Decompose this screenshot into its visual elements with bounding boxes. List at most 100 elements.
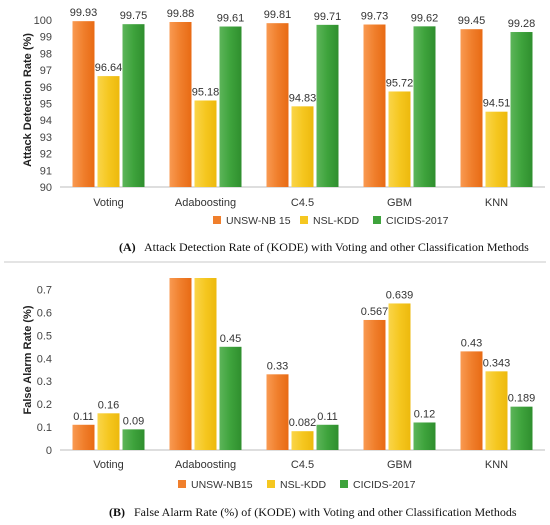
y-tick-label: 91 — [40, 165, 52, 177]
bar-knn-nsl-kdd — [485, 371, 508, 450]
y-tick-label: 96 — [40, 82, 52, 94]
x-category-label: GBM — [387, 197, 412, 209]
y-tick-label: 0.4 — [37, 353, 52, 365]
caption-text: False Alarm Rate (%) of (KODE) with Voti… — [134, 505, 517, 519]
bar-knn-cicids-2017 — [510, 32, 533, 187]
y-axis-ticks: 0 0.1 0.2 0.3 0.4 0.5 0.6 0.7 — [37, 284, 52, 457]
legend-label-unsw-nb15: UNSW-NB15 — [191, 479, 253, 491]
legend-label-cicids-2017: CICIDS-2017 — [386, 215, 449, 227]
bar-adaboosting-nsl-kdd — [194, 100, 217, 187]
bar-gbm-unsw-nb-15 — [363, 24, 386, 187]
y-axis-label: Attack Detection Rate (%) — [22, 33, 34, 167]
data-label: 99.45 — [458, 15, 486, 27]
x-category-label: Voting — [93, 459, 124, 471]
bar-adaboosting-cicids-2017 — [219, 346, 242, 450]
caption-prefix: (B) — [109, 505, 125, 519]
bar-knn-unsw-nb15 — [460, 351, 483, 450]
data-label: 99.75 — [120, 10, 148, 22]
data-label: 0.639 — [386, 289, 414, 301]
bar-c4-5-unsw-nb15 — [266, 374, 289, 450]
data-label: 95.18 — [192, 86, 220, 98]
x-category-label: Voting — [93, 197, 124, 209]
x-category-label: C4.5 — [291, 197, 314, 209]
legend-swatch-unsw-nb15 — [178, 480, 186, 488]
data-label: 99.73 — [361, 11, 389, 23]
y-tick-label: 0 — [46, 445, 52, 457]
y-tick-label: 0.5 — [37, 330, 52, 342]
y-tick-label: 94 — [40, 115, 52, 127]
bar-adaboosting-unsw-nb-15 — [169, 22, 192, 188]
bar-voting-unsw-nb-15 — [72, 21, 95, 187]
data-label: 95.72 — [386, 77, 414, 89]
legend-label-cicids-2017: CICIDS-2017 — [353, 479, 416, 491]
y-axis-ticks: 90 91 92 93 94 95 96 97 98 99 100 — [34, 15, 52, 194]
bar-gbm-nsl-kdd — [388, 303, 411, 450]
y-tick-label: 98 — [40, 48, 52, 60]
bar-voting-cicids-2017 — [122, 429, 145, 450]
data-label: 94.51 — [483, 98, 511, 110]
y-tick-label: 0.1 — [37, 422, 52, 434]
bar-gbm-cicids-2017 — [413, 26, 436, 187]
data-label: 96.64 — [95, 62, 123, 74]
caption-prefix: (A) — [119, 240, 136, 254]
data-label: 0.33 — [267, 360, 288, 372]
category-labels: Voting Adaboosting C4.5 GBM KNN — [93, 197, 508, 209]
bar-c4-5-cicids-2017 — [316, 424, 339, 450]
bar-c4-5-unsw-nb-15 — [266, 23, 289, 187]
x-category-label: Adaboosting — [175, 197, 236, 209]
bar-c4-5-nsl-kdd — [291, 106, 314, 187]
bar-voting-unsw-nb15 — [72, 424, 95, 450]
bars: 0.110.160.090.450.330.0820.110.5670.6390… — [72, 278, 535, 450]
bar-gbm-nsl-kdd — [388, 91, 411, 187]
y-tick-label: 90 — [40, 182, 52, 194]
y-tick-label: 0.2 — [37, 399, 52, 411]
bar-knn-cicids-2017 — [510, 406, 533, 450]
legend-swatch-nsl-kdd — [300, 216, 308, 224]
data-label: 99.61 — [217, 13, 245, 25]
bar-c4-5-nsl-kdd — [291, 431, 314, 450]
bar-gbm-unsw-nb15 — [363, 319, 386, 450]
legend: UNSW-NB15 NSL-KDD CICIDS-2017 — [178, 479, 416, 491]
data-label: 0.12 — [414, 408, 435, 420]
x-category-label: C4.5 — [291, 459, 314, 471]
data-label: 99.71 — [314, 11, 342, 23]
legend-swatch-cicids-2017 — [340, 480, 348, 488]
y-axis-label: False Alarm Rate (%) — [22, 305, 34, 414]
legend-swatch-nsl-kdd — [267, 480, 275, 488]
legend-label-nsl-kdd: NSL-KDD — [280, 479, 327, 491]
caption-text: Attack Detection Rate of (KODE) with Vot… — [144, 240, 529, 254]
bar-voting-cicids-2017 — [122, 24, 145, 187]
data-label: 99.93 — [70, 7, 98, 19]
data-label: 0.082 — [289, 417, 317, 429]
bar-c4-5-cicids-2017 — [316, 24, 339, 187]
y-tick-label: 0.6 — [37, 307, 52, 319]
bar-knn-nsl-kdd — [485, 111, 508, 187]
bars: 99.93 96.64 99.75 99.88 95.18 99.61 99.81 94.83… — [70, 7, 535, 188]
data-label: 94.83 — [289, 92, 317, 104]
data-label: 0.16 — [98, 399, 119, 411]
y-tick-label: 95 — [40, 99, 52, 111]
data-label: 0.11 — [73, 411, 94, 423]
chart-panel-false-alarm-rate: False Alarm Rate (%) 0 0.1 0.2 0.3 0.4 0.5 0.6… — [22, 278, 545, 519]
data-label: 0.09 — [123, 415, 144, 427]
data-label: 0.343 — [483, 357, 511, 369]
x-category-label: Adaboosting — [175, 459, 236, 471]
bar-gbm-cicids-2017 — [413, 422, 436, 450]
x-category-label: GBM — [387, 459, 412, 471]
data-label: 99.62 — [411, 12, 439, 24]
y-tick-label: 99 — [40, 32, 52, 44]
category-labels: Voting Adaboosting C4.5 GBM KNN — [93, 459, 508, 471]
bar-adaboosting-nsl-kdd — [194, 278, 217, 450]
y-tick-label: 100 — [34, 15, 52, 27]
bar-voting-nsl-kdd — [97, 413, 120, 450]
data-label: 0.11 — [317, 411, 338, 423]
chart-panel-attack-detection-rate: Attack Detection Rate (%) 90 91 92 93 94 95 96… — [22, 7, 545, 254]
bar-knn-unsw-nb-15 — [460, 29, 483, 188]
y-tick-label: 97 — [40, 65, 52, 77]
data-label: 0.45 — [220, 333, 241, 345]
y-tick-label: 0.7 — [37, 284, 52, 296]
y-tick-label: 92 — [40, 149, 52, 161]
legend-swatch-unsw-nb-15 — [213, 216, 221, 224]
